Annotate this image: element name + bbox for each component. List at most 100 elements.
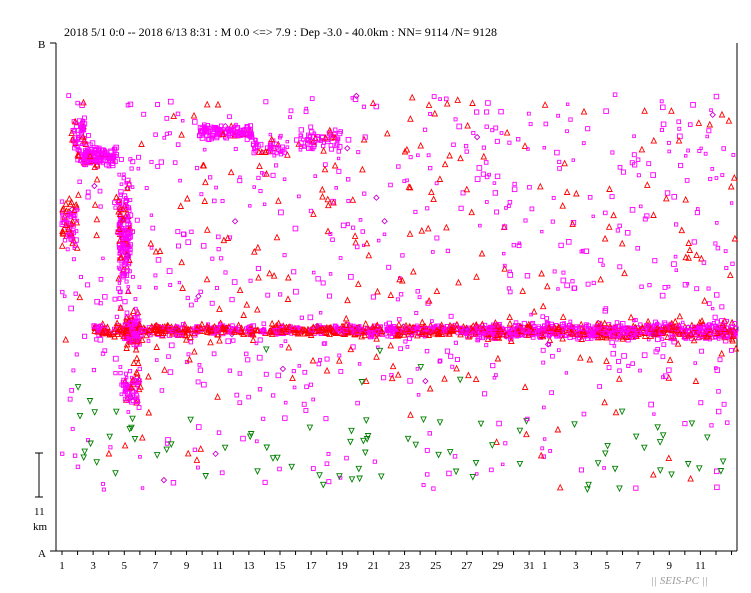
event-square-marker (408, 155, 413, 160)
event-square-marker (285, 145, 290, 150)
event-square-marker (208, 132, 214, 138)
event-triangle-marker (266, 327, 273, 335)
event-square-marker (431, 250, 435, 254)
event-triangle-marker (323, 329, 331, 336)
event-square-marker (68, 305, 74, 312)
event-square-marker (167, 326, 173, 332)
event-square-marker (101, 482, 105, 486)
event-inverted-triangle-marker (656, 439, 664, 446)
event-square-marker (729, 201, 734, 205)
event-square-marker (79, 102, 85, 108)
event-square-marker (136, 154, 141, 160)
event-square-marker (112, 158, 118, 165)
event-triangle-marker (551, 323, 559, 331)
event-square-marker (198, 289, 203, 294)
event-square-marker (407, 336, 412, 342)
event-triangle-marker (352, 238, 360, 246)
event-square-marker (721, 146, 726, 151)
event-triangle-marker (387, 291, 395, 298)
event-square-marker (146, 339, 151, 343)
event-square-marker (200, 243, 207, 249)
event-square-marker (588, 336, 594, 341)
event-triangle-marker (398, 276, 406, 284)
event-square-marker (506, 286, 511, 291)
event-square-marker (175, 142, 181, 147)
event-triangle-marker (127, 312, 135, 320)
event-square-marker (309, 96, 315, 101)
event-square-marker (556, 348, 561, 353)
event-square-marker (211, 351, 217, 357)
event-square-marker (500, 331, 504, 336)
event-triangle-marker (295, 140, 303, 147)
event-square-marker (426, 153, 431, 158)
event-square-marker (186, 352, 191, 357)
event-square-marker (127, 269, 132, 274)
event-square-marker (653, 319, 658, 325)
event-square-marker (661, 342, 667, 348)
event-triangle-marker (563, 188, 571, 195)
event-triangle-marker (268, 135, 276, 143)
event-square-marker (124, 310, 130, 316)
event-square-marker (274, 163, 279, 168)
event-square-marker (706, 286, 711, 291)
event-square-marker (77, 179, 82, 184)
event-triangle-marker (408, 93, 416, 101)
event-diamond-marker (422, 377, 429, 385)
event-inverted-triangle-marker (594, 460, 602, 467)
event-square-marker (511, 186, 518, 193)
event-triangle-marker (224, 234, 232, 241)
event-triangle-marker (364, 325, 372, 333)
event-triangle-marker (325, 324, 333, 332)
event-triangle-marker (409, 267, 417, 275)
event-triangle-marker (178, 258, 186, 266)
event-square-marker (717, 357, 723, 363)
event-inverted-triangle-marker (516, 460, 524, 468)
event-triangle-marker (152, 247, 160, 255)
event-triangle-marker (255, 273, 262, 281)
event-square-marker (542, 145, 547, 150)
event-triangle-marker (559, 334, 566, 342)
event-square-marker (262, 479, 268, 485)
event-triangle-marker (433, 326, 440, 334)
event-square-marker (126, 182, 132, 187)
event-square-marker (120, 274, 126, 280)
event-square-marker (316, 136, 322, 142)
event-triangle-marker (186, 355, 193, 363)
event-triangle-marker (318, 326, 325, 334)
event-square-marker (557, 166, 562, 171)
event-square-marker (712, 332, 717, 338)
event-square-marker (693, 361, 697, 365)
event-square-marker (231, 338, 236, 343)
event-square-marker (403, 339, 408, 344)
event-square-marker (360, 229, 365, 234)
event-square-marker (141, 327, 147, 333)
event-triangle-marker (691, 324, 698, 331)
event-inverted-triangle-marker (129, 415, 136, 423)
event-triangle-marker (418, 226, 426, 234)
event-triangle-marker (182, 335, 190, 343)
event-square-marker (443, 96, 449, 102)
event-square-marker (328, 272, 333, 276)
event-square-marker (82, 115, 87, 121)
event-triangle-marker (128, 383, 135, 391)
event-triangle-marker (618, 239, 626, 247)
event-triangle-marker (59, 228, 67, 236)
x-tick-label: 5 (122, 560, 128, 572)
event-square-marker (565, 239, 572, 245)
event-square-marker (610, 350, 617, 357)
event-square-marker (483, 160, 489, 165)
event-square-marker (485, 100, 491, 106)
event-triangle-marker (154, 327, 162, 334)
event-square-marker (129, 166, 134, 171)
event-triangle-marker (326, 126, 334, 134)
event-inverted-triangle-marker (688, 420, 696, 428)
event-square-marker (706, 128, 712, 134)
event-triangle-marker (267, 326, 275, 334)
event-square-marker (283, 339, 288, 344)
event-square-marker (379, 331, 386, 337)
event-inverted-triangle-marker (80, 454, 88, 462)
event-square-marker (660, 104, 666, 111)
event-square-marker (153, 132, 158, 137)
event-square-marker (134, 306, 138, 311)
event-triangle-marker (116, 237, 124, 244)
